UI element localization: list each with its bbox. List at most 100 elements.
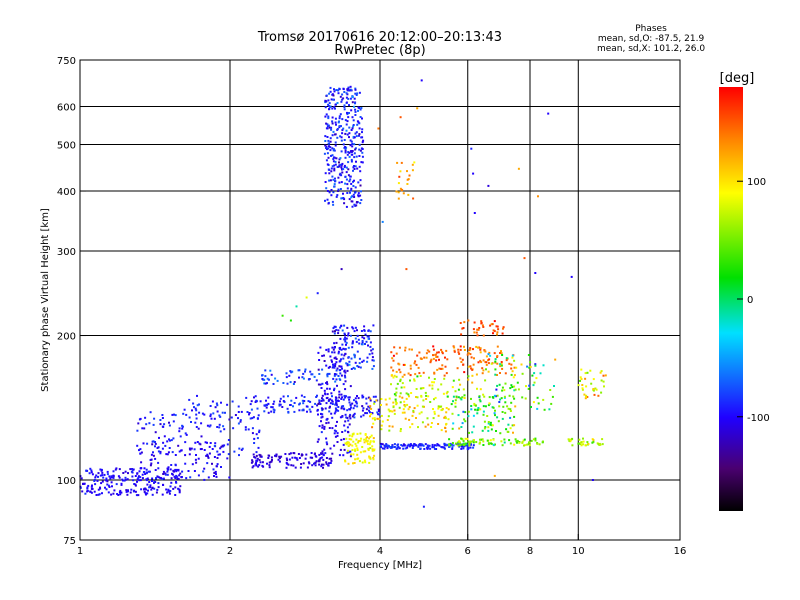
data-point — [168, 490, 171, 493]
data-point — [326, 198, 329, 201]
data-point — [422, 505, 425, 508]
data-point — [264, 375, 267, 378]
data-point — [448, 445, 450, 448]
data-point — [424, 425, 427, 428]
data-point — [330, 459, 333, 462]
data-point — [353, 97, 356, 100]
data-point — [399, 378, 402, 381]
data-point — [507, 407, 510, 410]
data-point — [132, 490, 135, 493]
data-point — [337, 352, 340, 355]
data-point — [450, 443, 453, 446]
data-point — [366, 436, 369, 439]
data-point — [259, 461, 262, 464]
data-point — [496, 416, 499, 419]
data-point — [285, 457, 288, 460]
data-point — [468, 444, 471, 447]
data-point — [493, 412, 496, 415]
data-point — [419, 444, 422, 447]
data-point — [360, 199, 363, 201]
data-point — [492, 396, 495, 399]
data-point — [484, 379, 487, 382]
data-point — [415, 388, 418, 390]
data-point — [416, 396, 419, 399]
data-point — [371, 426, 374, 429]
data-point — [183, 408, 186, 411]
data-point — [455, 442, 457, 445]
data-point — [501, 417, 504, 420]
data-point — [426, 417, 429, 420]
data-point — [444, 417, 447, 420]
data-point — [457, 396, 460, 399]
data-point — [335, 378, 338, 381]
data-point — [250, 400, 253, 403]
data-point — [267, 411, 270, 414]
data-point — [343, 164, 346, 167]
data-point — [292, 405, 294, 408]
data-point — [463, 321, 466, 324]
y-tick-label: 500 — [57, 141, 76, 152]
data-point — [469, 347, 472, 350]
data-point — [177, 444, 180, 447]
data-point — [238, 454, 240, 457]
data-point — [333, 374, 336, 377]
data-point — [344, 413, 347, 416]
data-point — [490, 323, 493, 326]
data-point — [522, 439, 525, 442]
data-point — [345, 96, 348, 99]
grid-lines — [80, 60, 680, 540]
data-point — [309, 370, 312, 373]
data-point — [351, 415, 354, 418]
data-point — [482, 359, 485, 362]
data-point — [404, 447, 407, 450]
data-point — [342, 383, 345, 386]
data-point — [287, 395, 289, 398]
data-point — [162, 470, 165, 473]
data-point — [192, 402, 195, 405]
x-tick-label: 4 — [377, 546, 383, 557]
data-point — [303, 400, 306, 402]
data-point — [191, 409, 193, 412]
data-point — [369, 436, 372, 438]
data-point — [321, 408, 324, 411]
data-point — [403, 400, 406, 403]
data-point — [122, 472, 125, 474]
data-point — [329, 405, 331, 408]
data-point — [153, 417, 156, 420]
data-point — [341, 162, 344, 165]
data-point — [318, 359, 321, 361]
data-point — [330, 457, 333, 460]
data-point — [338, 393, 341, 396]
data-point — [459, 441, 461, 444]
data-point — [343, 91, 346, 93]
data-point — [335, 402, 338, 405]
data-point — [369, 447, 372, 450]
data-point — [422, 444, 425, 447]
data-point — [354, 361, 357, 364]
data-point — [459, 444, 462, 447]
data-point — [349, 191, 351, 194]
data-point — [330, 194, 333, 197]
data-point — [391, 444, 394, 447]
data-point — [324, 181, 327, 183]
data-point — [328, 387, 331, 390]
data-point — [357, 338, 360, 341]
data-point — [393, 446, 396, 448]
data-point — [267, 396, 270, 399]
data-point — [331, 134, 334, 137]
data-point — [145, 468, 148, 471]
data-point — [487, 426, 490, 429]
data-point — [407, 193, 410, 196]
data-point — [129, 468, 132, 471]
data-point — [112, 492, 115, 495]
data-point — [330, 126, 333, 129]
data-point — [504, 411, 507, 414]
data-point — [327, 366, 330, 369]
data-point — [93, 490, 96, 493]
y-tick-label: 400 — [57, 187, 76, 198]
data-point — [195, 409, 198, 412]
data-point — [282, 400, 285, 402]
data-point — [340, 405, 343, 408]
data-point — [342, 127, 345, 130]
data-point — [482, 369, 485, 372]
